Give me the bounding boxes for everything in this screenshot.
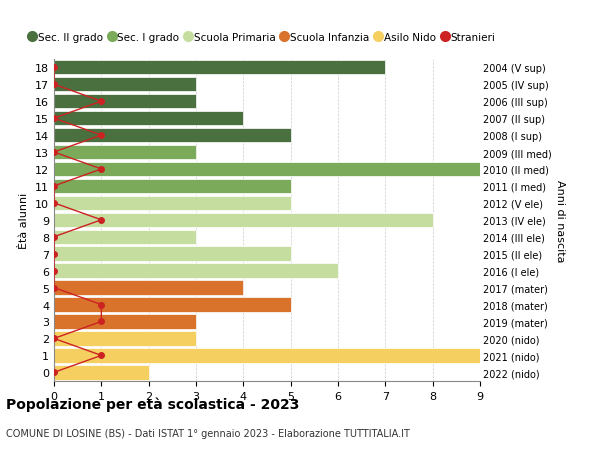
Bar	[54, 112, 244, 126]
Bar	[54, 61, 385, 75]
Bar	[54, 230, 196, 244]
Bar	[54, 314, 196, 329]
Text: Popolazione per età scolastica - 2023: Popolazione per età scolastica - 2023	[6, 397, 299, 412]
Legend: Sec. II grado, Sec. I grado, Scuola Primaria, Scuola Infanzia, Asilo Nido, Stran: Sec. II grado, Sec. I grado, Scuola Prim…	[29, 33, 496, 43]
Bar	[54, 78, 196, 92]
Bar	[54, 247, 290, 261]
Bar	[54, 281, 244, 295]
Bar	[54, 95, 196, 109]
Bar	[54, 129, 290, 143]
Bar	[54, 365, 149, 380]
Bar	[54, 331, 196, 346]
Y-axis label: Anni di nascita: Anni di nascita	[556, 179, 565, 262]
Bar	[54, 213, 433, 228]
Bar	[54, 179, 290, 194]
Bar	[54, 348, 480, 363]
Bar	[54, 264, 338, 278]
Bar	[54, 196, 290, 211]
Bar	[54, 162, 480, 177]
Text: COMUNE DI LOSINE (BS) - Dati ISTAT 1° gennaio 2023 - Elaborazione TUTTITALIA.IT: COMUNE DI LOSINE (BS) - Dati ISTAT 1° ge…	[6, 428, 410, 438]
Bar	[54, 146, 196, 160]
Y-axis label: Ètà alunni: Ètà alunni	[19, 192, 29, 248]
Bar	[54, 298, 290, 312]
